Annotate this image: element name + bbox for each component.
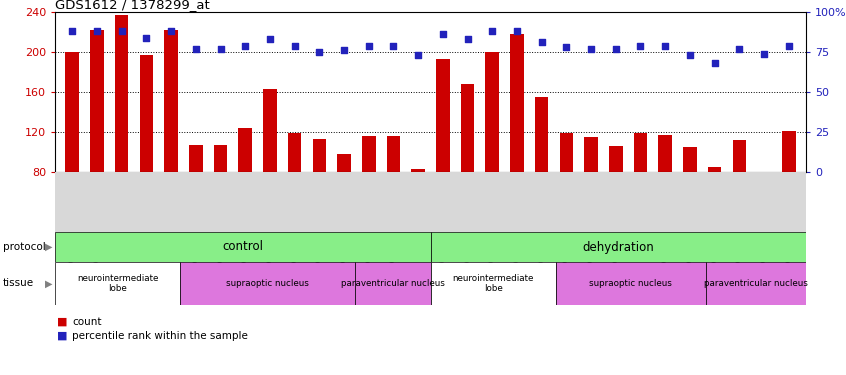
Bar	[585, 137, 598, 252]
Point	[658, 43, 672, 49]
Bar	[510, 34, 524, 252]
Bar	[436, 59, 449, 252]
Point	[757, 51, 771, 57]
Bar	[288, 133, 301, 252]
Bar	[782, 131, 795, 252]
Text: tissue: tissue	[3, 279, 34, 288]
Bar	[556, 262, 706, 305]
Bar	[115, 15, 129, 252]
Point	[683, 52, 696, 58]
Point	[288, 43, 301, 49]
Point	[585, 46, 598, 52]
Text: protocol: protocol	[3, 242, 46, 252]
Point	[486, 28, 499, 34]
Point	[338, 47, 351, 53]
Point	[559, 44, 573, 50]
Point	[115, 28, 129, 34]
Bar	[431, 232, 806, 262]
Bar	[411, 169, 425, 252]
Point	[312, 49, 326, 55]
Point	[239, 43, 252, 49]
Point	[782, 43, 795, 49]
Bar	[65, 52, 79, 252]
Bar	[189, 145, 202, 252]
Bar	[486, 52, 499, 252]
Point	[263, 36, 277, 42]
Bar	[609, 146, 623, 252]
Text: dehydration: dehydration	[582, 240, 654, 254]
Text: percentile rank within the sample: percentile rank within the sample	[72, 331, 248, 341]
Bar	[733, 140, 746, 252]
Bar	[362, 136, 376, 252]
Point	[609, 46, 623, 52]
Point	[362, 43, 376, 49]
Text: ■: ■	[57, 317, 68, 327]
Point	[535, 39, 548, 45]
Text: ▶: ▶	[45, 279, 52, 288]
Bar	[164, 30, 178, 252]
Text: neurointermediate
lobe: neurointermediate lobe	[453, 274, 534, 293]
Bar	[757, 172, 771, 252]
Bar	[535, 97, 548, 252]
Point	[634, 43, 647, 49]
Bar	[91, 30, 104, 252]
Point	[733, 46, 746, 52]
Text: paraventricular nucleus: paraventricular nucleus	[341, 279, 445, 288]
Text: neurointermediate
lobe: neurointermediate lobe	[77, 274, 158, 293]
Bar	[461, 84, 475, 252]
Point	[411, 52, 425, 58]
Point	[436, 32, 449, 38]
Text: paraventricular nucleus: paraventricular nucleus	[704, 279, 808, 288]
Bar	[239, 128, 252, 252]
Bar	[658, 135, 672, 252]
Point	[164, 28, 178, 34]
Point	[140, 34, 153, 40]
Point	[214, 46, 228, 52]
Text: supraoptic nucleus: supraoptic nucleus	[227, 279, 310, 288]
Bar	[683, 147, 697, 252]
Bar	[180, 262, 355, 305]
Point	[91, 28, 104, 34]
Text: supraoptic nucleus: supraoptic nucleus	[590, 279, 673, 288]
Bar	[387, 136, 400, 252]
Bar	[706, 262, 806, 305]
Bar	[263, 89, 277, 252]
Bar	[338, 154, 351, 252]
Bar	[431, 262, 556, 305]
Point	[65, 28, 79, 34]
Point	[510, 28, 524, 34]
Point	[461, 36, 475, 42]
Point	[387, 43, 400, 49]
Bar	[355, 262, 431, 305]
Bar	[634, 133, 647, 252]
Text: control: control	[222, 240, 263, 254]
Text: GDS1612 / 1378299_at: GDS1612 / 1378299_at	[55, 0, 210, 11]
Bar	[55, 262, 180, 305]
Text: count: count	[72, 317, 102, 327]
Bar	[708, 167, 722, 252]
Bar	[55, 232, 431, 262]
Bar	[559, 133, 574, 252]
Point	[708, 60, 722, 66]
Bar	[312, 139, 326, 252]
Bar	[140, 55, 153, 252]
Text: ▶: ▶	[45, 242, 52, 252]
Point	[189, 46, 202, 52]
Bar	[214, 145, 228, 252]
Text: ■: ■	[57, 331, 68, 341]
